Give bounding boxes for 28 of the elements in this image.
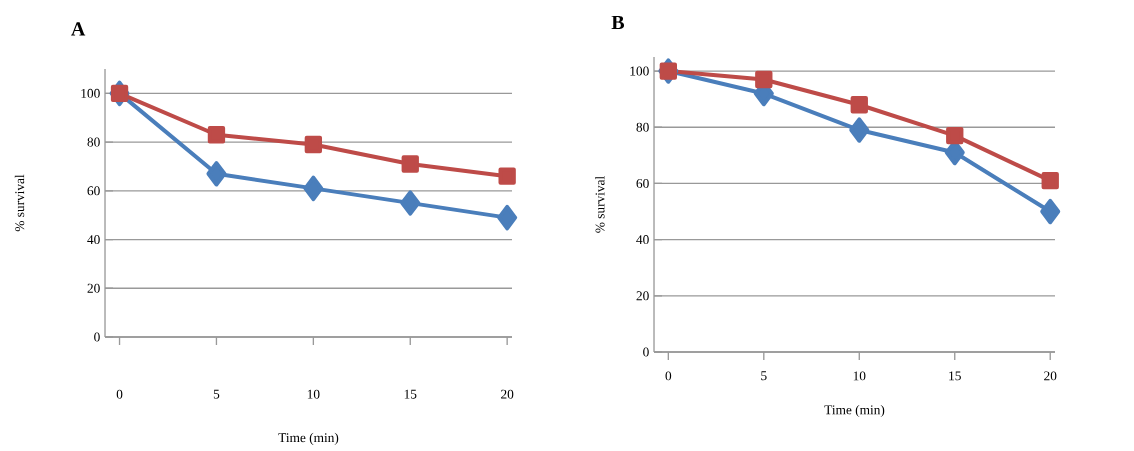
x-tick-label: 10 xyxy=(307,389,320,399)
chart-title: B xyxy=(611,15,625,30)
y-tick-label: 60 xyxy=(636,178,649,188)
x-tick-label: 0 xyxy=(665,371,672,381)
y-tick-label: 0 xyxy=(94,332,100,342)
x-axis-title: Time (min) xyxy=(278,432,339,445)
y-tick-label: 40 xyxy=(636,235,649,245)
x-axis-title: Time (min) xyxy=(824,404,885,418)
y-tick-label: 80 xyxy=(87,137,100,147)
x-tick-label: 10 xyxy=(853,371,866,381)
y-tick-label: 40 xyxy=(87,235,100,245)
y-tick-label: 80 xyxy=(636,122,649,132)
y-axis-title: % survival xyxy=(595,176,605,233)
x-tick-label: 5 xyxy=(213,389,220,399)
x-tick-label: 5 xyxy=(761,371,767,381)
x-tick-label: 15 xyxy=(949,371,961,381)
y-tick-label: 20 xyxy=(636,291,649,301)
y-axis-title: % survival xyxy=(14,174,25,232)
x-tick-label: 20 xyxy=(501,389,514,399)
y-tick-label: 0 xyxy=(643,347,649,357)
y-tick-label: 100 xyxy=(81,88,100,98)
y-tick-label: 100 xyxy=(630,66,649,76)
chart-title: A xyxy=(71,22,86,36)
y-tick-label: 60 xyxy=(87,186,100,196)
x-tick-label: 0 xyxy=(116,389,123,399)
x-tick-label: 15 xyxy=(404,389,417,399)
x-tick-label: 20 xyxy=(1044,371,1057,381)
y-tick-label: 20 xyxy=(87,283,100,293)
